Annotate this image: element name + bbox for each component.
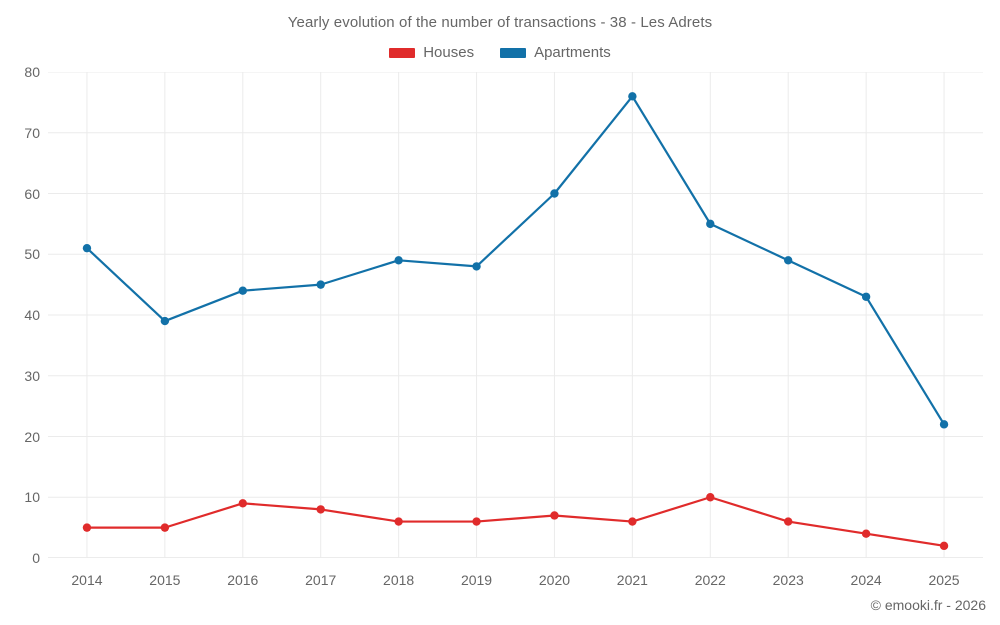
- legend-label-apartments: Apartments: [534, 44, 611, 61]
- x-tick-label: 2025: [928, 572, 960, 588]
- y-tick-label: 80: [24, 64, 40, 80]
- x-tick-label: 2014: [71, 572, 103, 588]
- x-tick-label: 2016: [227, 572, 259, 588]
- data-point-apartments: [82, 243, 92, 253]
- chart-legend: Houses Apartments: [0, 44, 1000, 61]
- plot-area: [48, 72, 983, 558]
- legend-item-houses[interactable]: Houses: [389, 44, 474, 61]
- x-tick-label: 2020: [538, 572, 571, 588]
- x-tick-label: 2022: [694, 572, 726, 588]
- data-point-apartments: [550, 189, 559, 198]
- x-tick-label: 2019: [460, 572, 493, 588]
- footer-credit: © emooki.fr - 2026: [870, 597, 986, 613]
- plot-svg: [48, 72, 983, 558]
- data-point-apartments: [316, 280, 325, 289]
- y-tick-label: 50: [24, 246, 40, 263]
- data-point-houses: [160, 523, 170, 532]
- x-tick-label: 2015: [149, 572, 181, 588]
- y-tick-label: 20: [24, 428, 40, 445]
- data-point-apartments: [472, 262, 481, 271]
- legend-label-houses: Houses: [423, 44, 475, 61]
- data-point-houses: [238, 499, 247, 508]
- data-point-houses: [316, 505, 325, 514]
- y-tick-label: 10: [24, 489, 40, 506]
- data-point-apartments: [939, 420, 949, 429]
- y-tick-label: 0: [32, 550, 40, 566]
- series-line-houses: [85, 496, 946, 547]
- data-point-houses: [706, 493, 715, 502]
- data-point-houses: [861, 529, 871, 538]
- x-tick-label: 2021: [616, 572, 648, 588]
- x-tick-label: 2024: [850, 572, 882, 588]
- data-point-houses: [82, 523, 92, 532]
- legend-swatch-apartments: [500, 47, 527, 58]
- data-point-apartments: [784, 256, 793, 265]
- y-tick-label: 30: [24, 367, 40, 384]
- data-point-houses: [784, 517, 793, 526]
- y-tick-label: 40: [24, 307, 40, 323]
- data-point-apartments: [706, 219, 715, 229]
- data-point-houses: [550, 511, 559, 520]
- x-tick-label: 2023: [772, 572, 804, 588]
- data-point-houses: [939, 541, 949, 551]
- x-tick-label: 2017: [305, 572, 337, 588]
- data-point-apartments: [238, 286, 247, 295]
- data-point-houses: [628, 517, 637, 526]
- chart-title: Yearly evolution of the number of transa…: [287, 14, 713, 31]
- data-point-apartments: [394, 256, 403, 265]
- legend-item-apartments[interactable]: Apartments: [500, 44, 611, 61]
- data-point-apartments: [160, 316, 170, 326]
- data-point-houses: [472, 517, 481, 526]
- y-axis: 0 10 20 30 40 50 60 70 80: [0, 0, 40, 625]
- x-tick-label: 2018: [383, 572, 415, 588]
- data-point-houses: [394, 517, 403, 526]
- data-point-apartments: [861, 292, 871, 301]
- y-tick-label: 70: [24, 124, 40, 141]
- data-point-apartments: [628, 92, 637, 101]
- series-line-apartments: [85, 95, 946, 426]
- legend-swatch-houses: [389, 47, 416, 58]
- y-tick-label: 60: [24, 185, 40, 202]
